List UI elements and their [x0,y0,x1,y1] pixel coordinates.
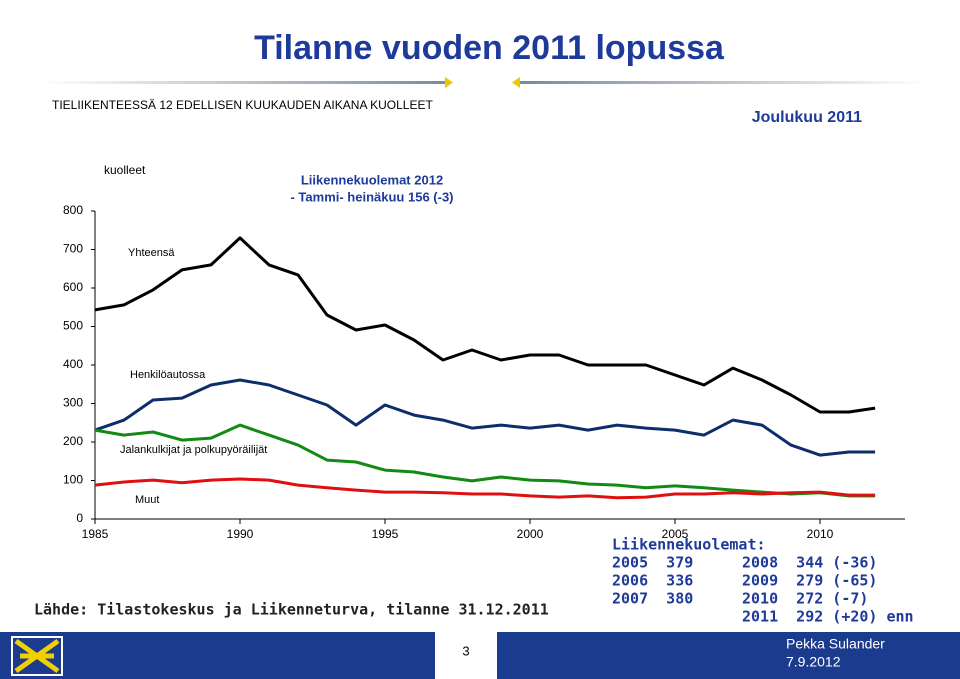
stats-line: 2005 379 [612,554,693,572]
y-tick-label: 600 [63,280,83,294]
stats-line: 2006 336 [612,572,693,590]
y-tick-label: 400 [63,357,83,371]
title-rule [520,81,930,84]
y-tick-label: 200 [63,434,83,448]
title: Tilanne vuoden 2011 lopussa [254,29,725,67]
y-tick-label: 700 [63,242,83,256]
stats-line: 2007 380 [612,590,693,608]
subtitle: TIELIIKENTEESSÄ 12 EDELLISEN KUUKAUDEN A… [52,98,433,112]
annotation: Liikennekuolemat 2012 [301,172,443,187]
x-tick-label: 1990 [227,527,254,541]
stats-line: 2010 272 (-7) [742,590,868,608]
y-tick-label: 800 [63,203,83,217]
x-tick-label: 2005 [662,527,689,541]
series-line [94,423,876,498]
stats-line: 2008 344 (-36) [742,554,877,572]
arrow [445,77,453,88]
source: Lähde: Tilastokeskus ja Liikenneturva, t… [34,601,549,619]
annotation: - Tammi- heinäkuu 156 (-3) [290,189,453,204]
author: Pekka Sulander [786,636,885,652]
y-tick-label: 0 [76,511,83,525]
title-rule [40,81,450,84]
x-tick-label: 2000 [517,527,544,541]
series-label: Jalankulkijat ja polkupyöräilijät [120,444,267,456]
stats-title: Liikennekuolemat: [612,536,766,554]
x-tick-label: 1995 [372,527,399,541]
stats-line: 2009 279 (-65) [742,572,877,590]
series-line [94,477,876,500]
page-number: 3 [462,643,469,658]
stats-line: 2011 292 (+20) enn [742,608,914,626]
series-label: Henkilöautossa [130,369,206,381]
y-tick-label: 500 [63,319,83,333]
y-tick-label: 100 [63,473,83,487]
x-tick-label: 2010 [807,527,834,541]
date: 7.9.2012 [786,654,841,670]
y-axis-label: kuolleet [104,163,146,177]
y-tick-label: 300 [63,396,83,410]
series-line [94,236,876,414]
series-label: Muut [135,494,159,506]
page-box [435,632,497,679]
x-tick-label: 1985 [82,527,109,541]
arrow [512,77,520,88]
series-label: Yhteensä [128,247,175,259]
series-line [94,378,876,457]
logo [11,636,63,676]
period: Joulukuu 2011 [752,109,862,126]
